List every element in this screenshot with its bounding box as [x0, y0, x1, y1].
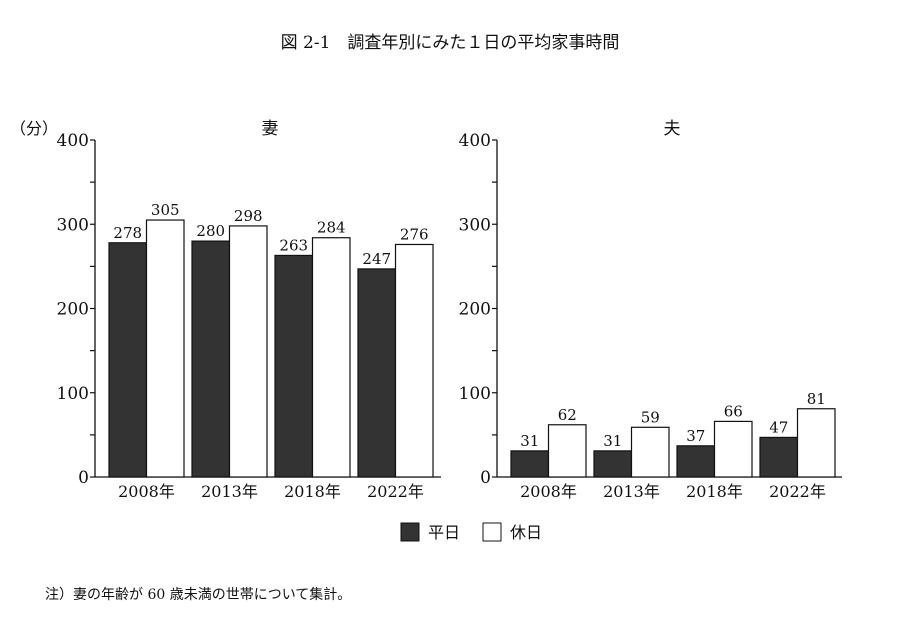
legend: 平日 休日 [400, 522, 542, 542]
data-label: 305 [151, 201, 180, 219]
bar-holiday [145, 219, 185, 478]
figure-title: 図 2-1 調査年別にみた１日の平均家事時間 [281, 33, 620, 53]
y-tick-label: 0 [78, 468, 89, 488]
bar-holiday [630, 426, 670, 478]
y-tick-label: 300 [57, 215, 89, 235]
bar-weekday [759, 436, 799, 478]
y-tick-label: 400 [57, 131, 89, 151]
y-tick-label: 100 [57, 384, 89, 404]
bar-holiday [228, 225, 268, 478]
x-tick-label: 2018年 [686, 482, 743, 501]
data-label: 31 [520, 432, 539, 450]
data-label: 278 [113, 224, 142, 242]
legend-weekday-swatch [400, 522, 420, 542]
data-label: 280 [196, 222, 225, 240]
data-label: 81 [807, 390, 826, 408]
data-label: 59 [641, 408, 660, 426]
bar-weekday [274, 254, 314, 478]
x-tick-label: 2018年 [284, 482, 341, 501]
y-tick-label: 300 [459, 215, 491, 235]
footnote: 注）妻の年齢が 60 歳未満の世帯について集計。 [45, 586, 351, 603]
y-tick-label: 100 [459, 384, 491, 404]
legend-holiday-swatch [482, 522, 502, 542]
data-label: 47 [769, 418, 788, 436]
bar-weekday [676, 445, 716, 478]
legend-weekday-label: 平日 [428, 523, 460, 542]
bar-holiday [394, 243, 434, 478]
bar-weekday [108, 242, 148, 478]
legend-holiday-label: 休日 [510, 523, 542, 542]
panel-title: 夫 [664, 119, 681, 139]
data-label: 31 [603, 432, 622, 450]
x-tick-label: 2022年 [769, 482, 826, 501]
y-tick-label: 0 [480, 468, 491, 488]
data-label: 298 [234, 207, 263, 225]
y-tick-label: 200 [459, 300, 491, 320]
data-label: 284 [317, 219, 346, 237]
x-tick-label: 2013年 [603, 482, 660, 501]
bar-holiday [713, 420, 753, 478]
bar-weekday [510, 450, 550, 478]
x-tick-label: 2008年 [118, 482, 175, 501]
data-label: 66 [724, 402, 743, 420]
x-tick-label: 2013年 [201, 482, 258, 501]
bar-weekday [593, 450, 633, 478]
data-label: 276 [400, 225, 429, 243]
data-label: 263 [279, 236, 308, 254]
x-tick-label: 2022年 [367, 482, 424, 501]
y-tick-label: 200 [57, 300, 89, 320]
bar-holiday [547, 424, 587, 478]
data-label: 62 [558, 406, 577, 424]
x-tick-label: 2008年 [520, 482, 577, 501]
data-label: 37 [686, 427, 705, 445]
panel-title: 妻 [262, 119, 279, 139]
bar-weekday [357, 268, 397, 478]
data-label: 247 [362, 250, 391, 268]
bar-holiday [311, 237, 351, 478]
bar-holiday [796, 408, 836, 478]
bar-weekday [191, 240, 231, 478]
y-tick-label: 400 [459, 131, 491, 151]
unit-label: （分） [10, 119, 58, 138]
